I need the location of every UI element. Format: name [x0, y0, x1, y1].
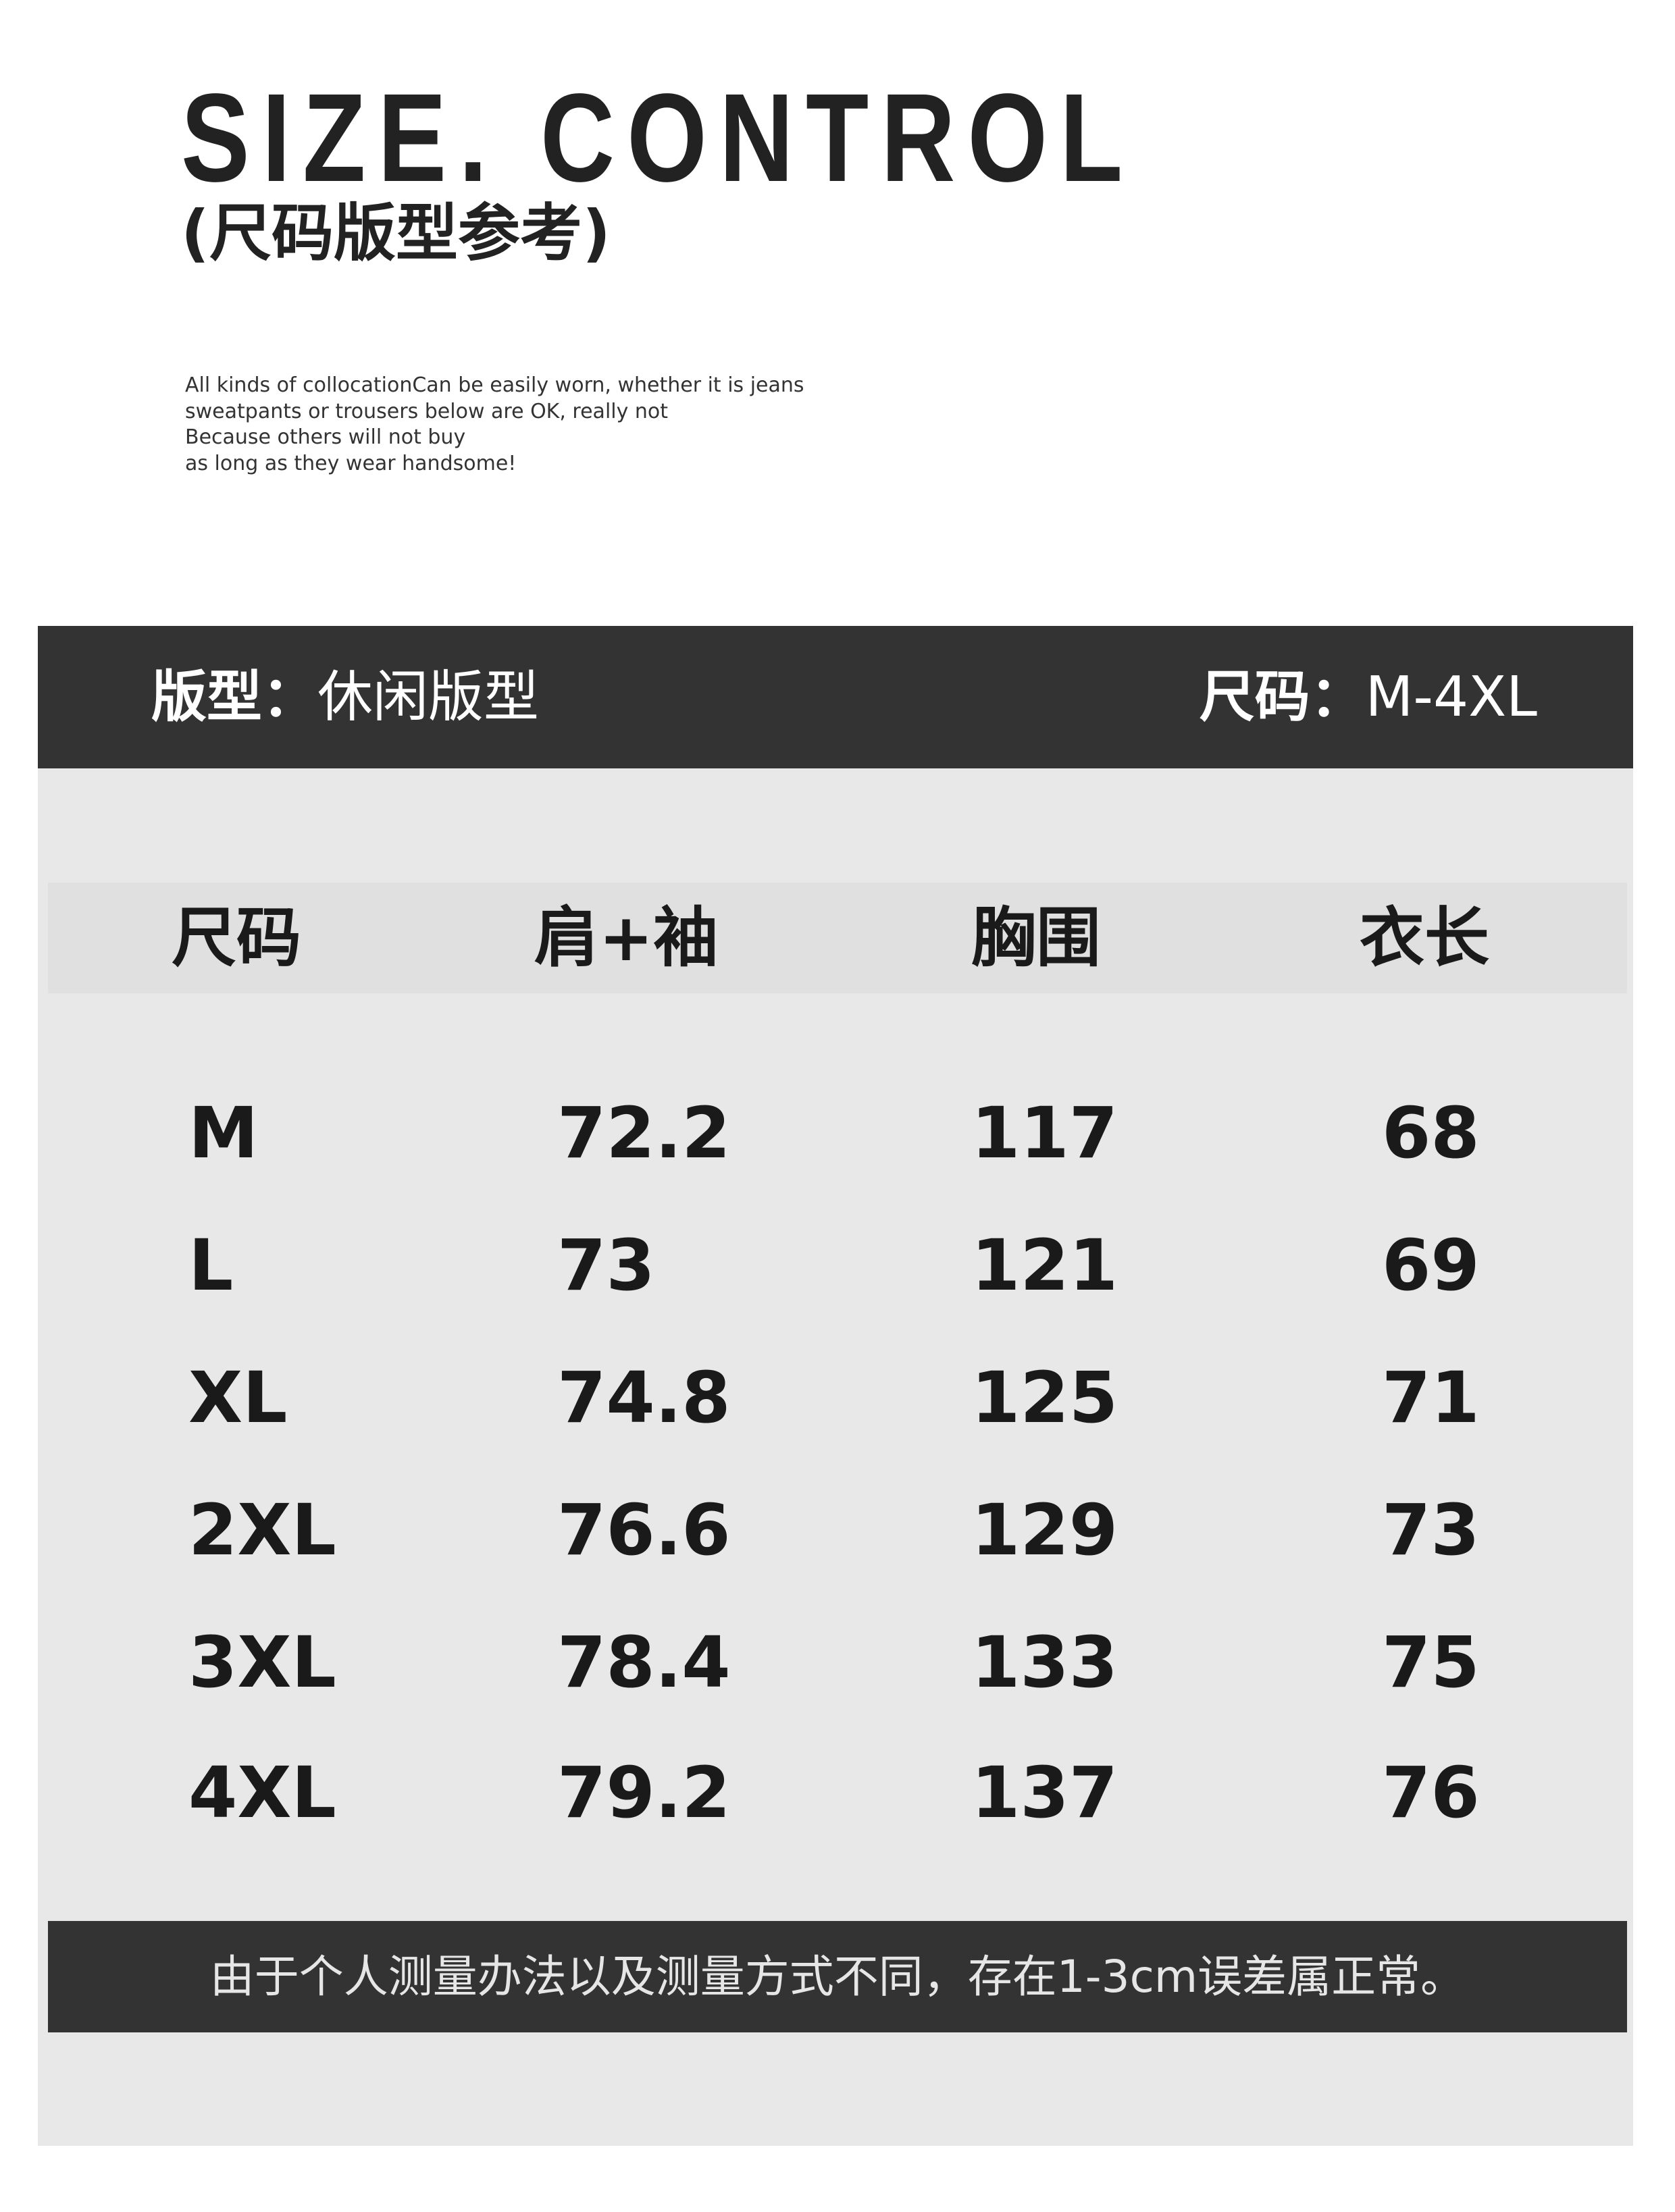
cell-chest: 133 [971, 1621, 1118, 1704]
measurement-note: 由于个人测量办法以及测量方式不同，存在1-3cm误差属正常。 [48, 1921, 1627, 2032]
page-title: SIZE. CONTROL [181, 68, 1135, 208]
cell-shoulder-sleeve: 76.6 [557, 1489, 731, 1571]
description-line: Because others will not buy [185, 425, 466, 449]
cell-length: 75 [1382, 1621, 1480, 1704]
cell-length: 76 [1382, 1752, 1480, 1834]
cell-chest: 125 [971, 1357, 1118, 1439]
page-subtitle: (尺码版型参考) [181, 197, 611, 269]
cell-size: 2XL [188, 1489, 336, 1571]
cell-chest: 129 [971, 1489, 1118, 1571]
cell-size: XL [188, 1357, 288, 1439]
cell-length: 71 [1382, 1357, 1480, 1439]
cell-shoulder-sleeve: 74.8 [557, 1357, 731, 1439]
cell-chest: 137 [971, 1752, 1118, 1834]
column-header-chest: 胸围 [971, 900, 1101, 976]
cell-chest: 121 [971, 1224, 1118, 1307]
column-header-shoulder-sleeve: 肩+袖 [534, 900, 719, 976]
cell-length: 68 [1382, 1092, 1480, 1174]
cell-chest: 117 [971, 1092, 1118, 1174]
size-label: 尺码： [1199, 665, 1366, 729]
description-line: as long as they wear handsome! [185, 451, 517, 475]
fit-value: 休闲版型 [317, 665, 540, 729]
cell-size: M [188, 1092, 259, 1174]
column-header-size: 尺码 [172, 900, 301, 976]
cell-size: L [188, 1224, 234, 1307]
cell-shoulder-sleeve: 73 [557, 1224, 655, 1307]
cell-shoulder-sleeve: 72.2 [557, 1092, 731, 1174]
cell-shoulder-sleeve: 78.4 [557, 1621, 731, 1704]
description: All kinds of collocationCan be easily wo… [185, 373, 804, 477]
cell-length: 69 [1382, 1224, 1480, 1307]
table-header-row [48, 883, 1627, 993]
size-value: M-4XL [1365, 665, 1537, 729]
info-bar: 版型：休闲版型 尺码：M-4XL [38, 626, 1633, 768]
description-line: sweatpants or trousers below are OK, rea… [185, 399, 669, 423]
fit-label: 版型： [151, 665, 318, 729]
cell-shoulder-sleeve: 79.2 [557, 1752, 731, 1834]
column-header-length: 衣长 [1360, 900, 1489, 976]
cell-length: 73 [1382, 1489, 1480, 1571]
cell-size: 4XL [188, 1752, 336, 1834]
cell-size: 3XL [188, 1621, 336, 1704]
size-range-info: 尺码：M-4XL [1200, 626, 1537, 768]
description-line: All kinds of collocationCan be easily wo… [185, 373, 804, 397]
size-table-panel [38, 768, 1633, 2146]
fit-info: 版型：休闲版型 [151, 626, 539, 768]
